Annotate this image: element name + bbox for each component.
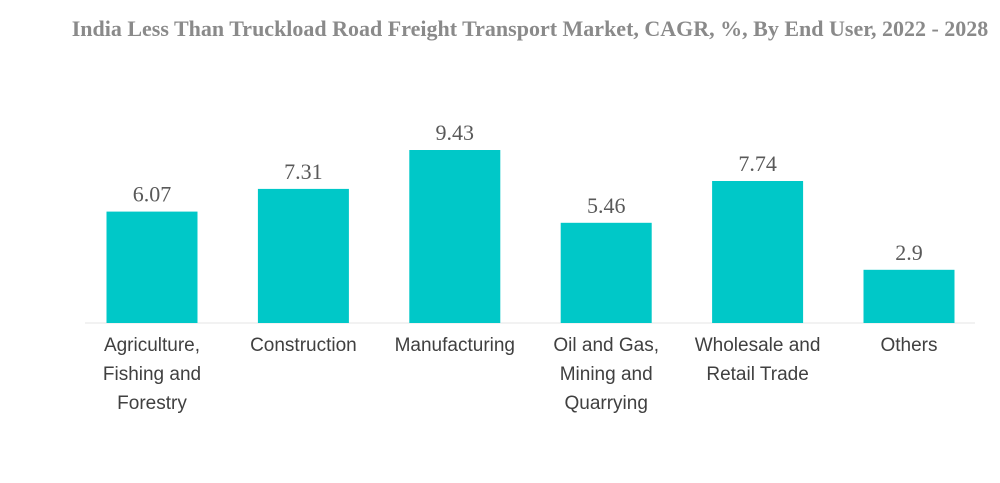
bar-5 xyxy=(712,181,804,323)
value-label-1: 6.07 xyxy=(133,182,172,207)
category-label-6: Others xyxy=(880,335,937,356)
category-label-line: Forestry xyxy=(117,393,187,414)
category-label-line: Retail Trade xyxy=(706,364,808,385)
value-label-2: 7.31 xyxy=(284,159,323,184)
category-label-line: Wholesale and xyxy=(695,335,821,356)
value-label-3: 9.43 xyxy=(436,120,475,145)
category-label-5: Wholesale and Retail Trade xyxy=(695,335,821,385)
category-label-line: Construction xyxy=(250,335,357,356)
category-label-line: Fishing and xyxy=(103,364,201,385)
category-label-line: Others xyxy=(880,335,937,356)
category-label-line: Oil and Gas, xyxy=(553,335,659,356)
value-label-5: 7.74 xyxy=(738,151,777,176)
category-label-line: Manufacturing xyxy=(395,335,515,356)
category-label-line: Agriculture, xyxy=(104,335,200,356)
value-label-6: 2.9 xyxy=(895,240,923,265)
category-label-line: Quarrying xyxy=(564,393,647,414)
bar-1 xyxy=(106,211,198,323)
bar-6 xyxy=(863,269,955,323)
category-label-1: Agriculture, Fishing and Forestry xyxy=(103,335,201,414)
category-label-3: Manufacturing xyxy=(395,335,515,356)
bar-2 xyxy=(257,188,349,323)
category-label-4: Oil and Gas, Mining and Quarrying xyxy=(553,335,659,414)
bar-4 xyxy=(560,222,652,323)
category-label-line: Mining and xyxy=(560,364,653,385)
category-label-2: Construction xyxy=(250,335,357,356)
value-label-4: 5.46 xyxy=(587,193,626,218)
chart-title: India Less Than Truckload Road Freight T… xyxy=(71,16,989,41)
bar-3 xyxy=(409,150,501,323)
